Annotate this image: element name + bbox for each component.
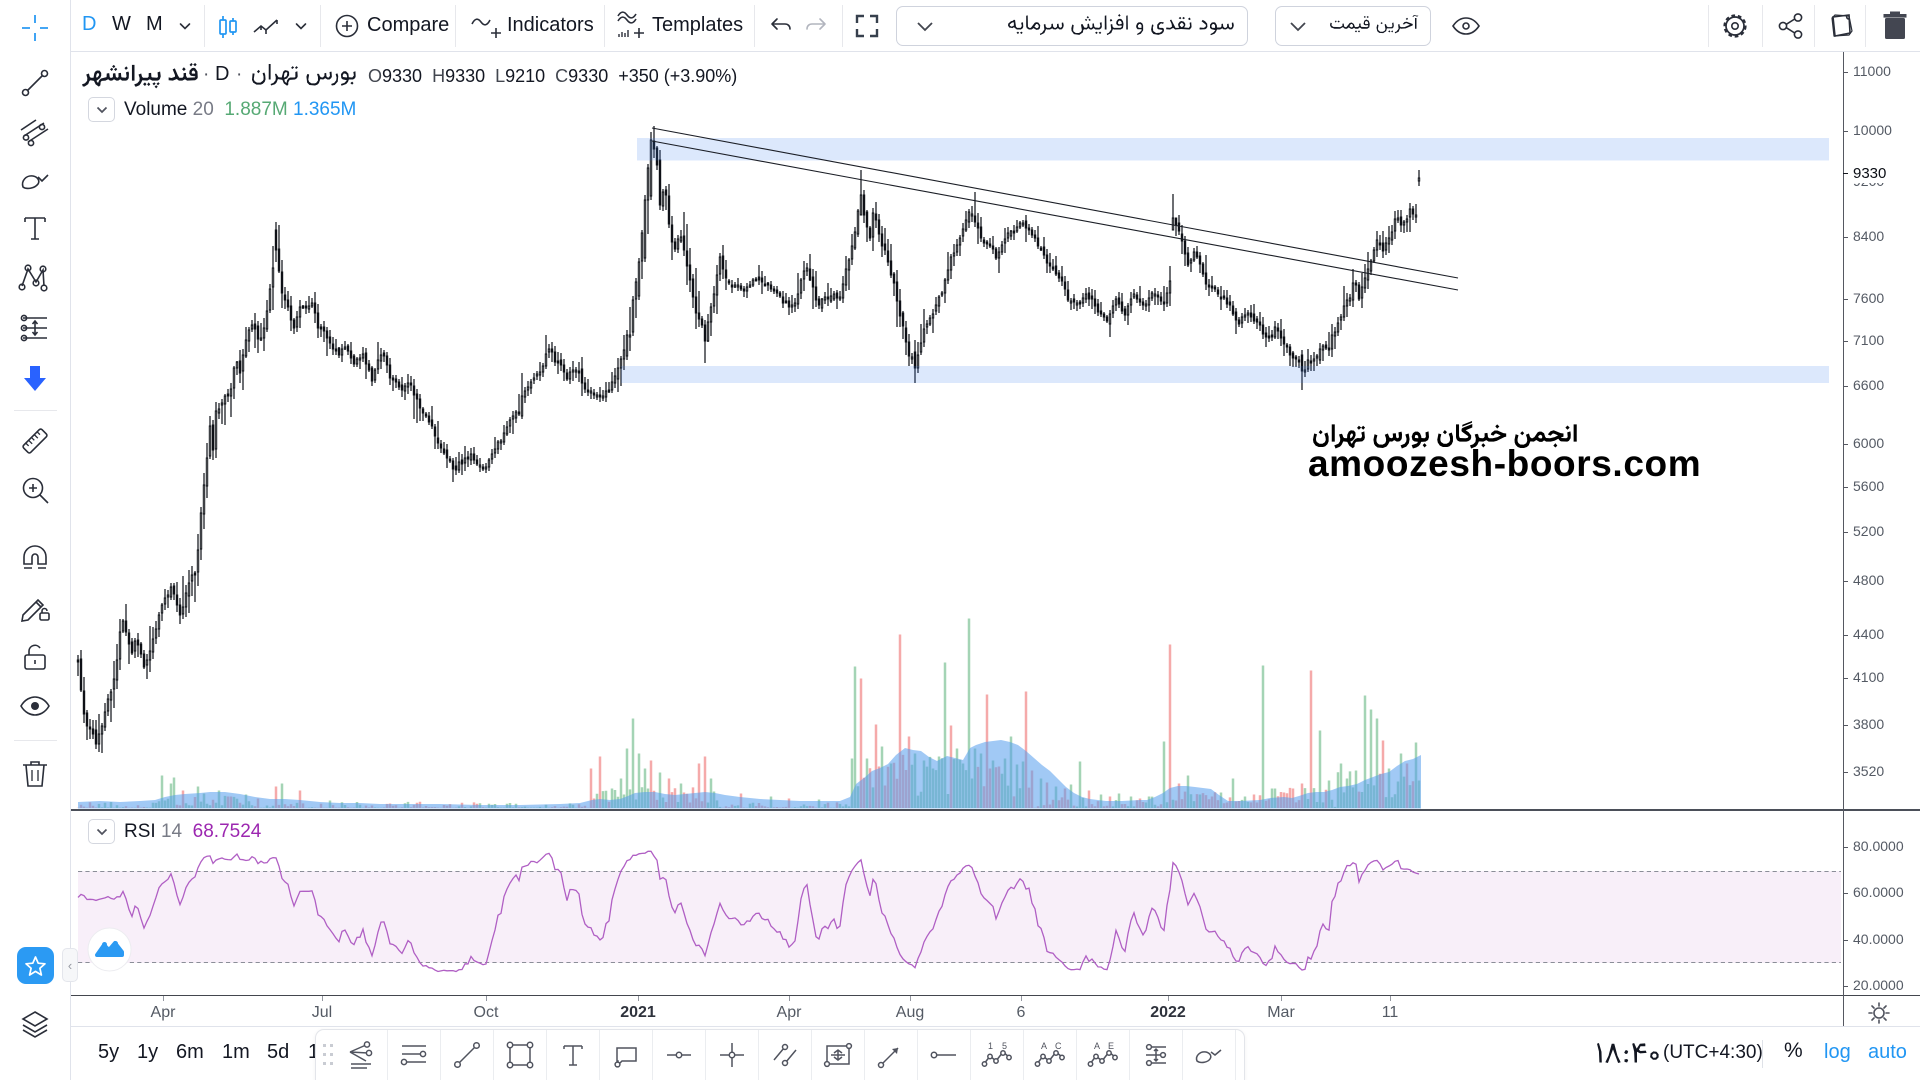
svg-text:C: C [1055, 1041, 1062, 1051]
svg-text:1: 1 [988, 1041, 993, 1051]
svg-text:E: E [1108, 1041, 1114, 1051]
svg-text:A: A [1041, 1041, 1047, 1051]
svg-text:5: 5 [1002, 1041, 1007, 1051]
svg-text:A: A [1094, 1041, 1100, 1051]
